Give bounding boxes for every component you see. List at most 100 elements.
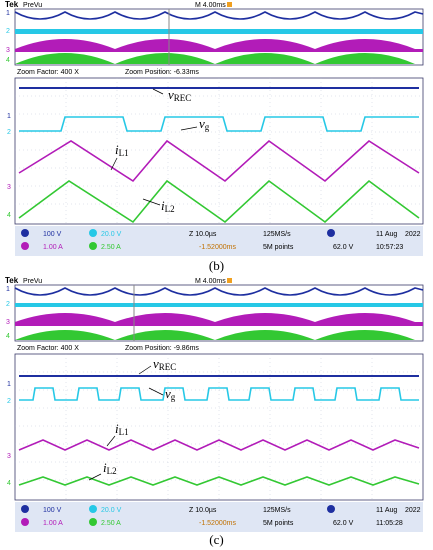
- ch4-scale: 2.50 A: [101, 244, 121, 251]
- time-label: 11:05:28: [376, 520, 403, 527]
- ch3-badge: [21, 518, 29, 526]
- zoom-ch3-marker: 3: [7, 453, 11, 460]
- il1-annotation: iL1: [115, 142, 129, 158]
- trigger-source-badge: [327, 229, 335, 237]
- ch2-badge: [89, 505, 97, 513]
- overview-il1-envelope: [15, 313, 423, 326]
- trigger-level: 62.0 V: [333, 520, 354, 527]
- ch1-scale: 100 V: [43, 231, 62, 238]
- brand-label: Tek: [5, 0, 19, 9]
- zoom-factor-label: Zoom Factor: 400 X: [17, 345, 79, 352]
- zoom-ch4-marker: 4: [7, 480, 11, 487]
- il1-trace: [18, 439, 420, 451]
- ch1-badge: [21, 505, 29, 513]
- time-label: 10:57:23: [376, 244, 403, 251]
- year-label: 2022: [405, 231, 421, 238]
- zoom-position-label: Zoom Position: -9.86ms: [125, 345, 199, 352]
- overview-ch3-marker: 3: [6, 319, 10, 326]
- vg-annotation: vg: [199, 116, 210, 132]
- readout-bar: [15, 502, 423, 532]
- mode-label: PreVu: [23, 2, 42, 9]
- il1-arrow: [110, 157, 118, 171]
- scope-panel-c: Tek PreVu M 4.00ms 1 2 3 4 Zoom Factor: …: [3, 276, 428, 532]
- ch3-scale: 1.00 A: [43, 244, 63, 251]
- overview-vg-band: [15, 303, 423, 307]
- zoom-position-label: Zoom Position: -6.33ms: [125, 69, 199, 76]
- trigger-delay: -1.52000ms: [199, 244, 236, 251]
- zoom-grid: [15, 78, 423, 224]
- trigger-marker: [227, 2, 232, 7]
- record-length: 5M points: [263, 244, 294, 251]
- vg-trace: [19, 387, 419, 401]
- trigger-source-badge: [327, 505, 335, 513]
- ch4-scale: 2.50 A: [101, 520, 121, 527]
- sample-rate: 125MS/s: [263, 231, 291, 238]
- vrec-annotation: vREC: [153, 356, 176, 372]
- zoom-ch1-marker: 1: [7, 381, 11, 388]
- zoom-timescale: Z 10.0µs: [189, 231, 217, 238]
- trigger-level: 62.0 V: [333, 244, 354, 251]
- vg-trace: [19, 116, 419, 132]
- il2-arrow: [142, 198, 161, 206]
- timebase-label: M 4.00ms: [195, 2, 226, 9]
- mode-label: PreVu: [23, 278, 42, 285]
- zoom-grid: [15, 354, 423, 500]
- vrec-annotation: vREC: [168, 87, 191, 103]
- caption-c: (c): [209, 532, 224, 547]
- zoom-ch3-marker: 3: [7, 184, 11, 191]
- il2-annotation: iL2: [103, 460, 117, 476]
- ch3-badge: [21, 242, 29, 250]
- ch1-scale: 100 V: [43, 507, 62, 514]
- overview-vg-band: [15, 29, 423, 34]
- ch1-badge: [21, 229, 29, 237]
- ch2-badge: [89, 229, 97, 237]
- zoom-timescale: Z 10.0µs: [189, 507, 217, 514]
- overview-il2-envelope: [15, 53, 415, 64]
- date-label: 11 Aug: [376, 507, 397, 514]
- il2-arrow: [88, 473, 102, 481]
- vg-arrow: [148, 387, 164, 396]
- vrec-arrow: [138, 365, 152, 375]
- scope-display-c: Tek PreVu M 4.00ms 1 2 3 4 Zoom Factor: …: [5, 276, 424, 532]
- vrec-arrow: [152, 88, 164, 95]
- overview-vrec-trace: [14, 287, 424, 296]
- overview-ch1-marker: 1: [6, 10, 10, 17]
- il2-trace: [18, 476, 420, 486]
- overview-ch2-marker: 2: [6, 28, 10, 35]
- zoom-factor-label: Zoom Factor: 400 X: [17, 69, 79, 76]
- readout-bar: [15, 226, 423, 256]
- zoom-ch4-marker: 4: [7, 212, 11, 219]
- trigger-delay: -1.52000ms: [199, 520, 236, 527]
- overview-ch1-marker: 1: [6, 286, 10, 293]
- year-label: 2022: [405, 507, 421, 514]
- zoom-ch2-marker: 2: [7, 398, 11, 405]
- trigger-marker: [227, 278, 232, 283]
- brand-label: Tek: [5, 276, 19, 285]
- il1-trace: [18, 139, 420, 183]
- overview-ch2-marker: 2: [6, 301, 10, 308]
- ch4-badge: [89, 518, 97, 526]
- il2-annotation: iL2: [161, 198, 175, 214]
- scope-display-b: Tek PreVu M 4.00ms 1 2 3 4 Zoom Factor: …: [3, 0, 428, 256]
- il1-arrow: [106, 435, 116, 447]
- sample-rate: 125MS/s: [263, 507, 291, 514]
- il2-trace: [18, 179, 420, 224]
- overview-ch4-marker: 4: [6, 333, 10, 340]
- il1-annotation: iL1: [115, 421, 129, 437]
- vg-arrow: [180, 126, 198, 131]
- overview-ch3-marker: 3: [6, 47, 10, 54]
- caption-b: (b): [208, 258, 225, 273]
- zoom-ch1-marker: 1: [7, 113, 11, 120]
- overview-ch4-marker: 4: [6, 57, 10, 64]
- ch2-scale: 20.0 V: [101, 231, 122, 238]
- timebase-label: M 4.00ms: [195, 278, 226, 285]
- overview-il1-envelope: [15, 39, 423, 52]
- vg-annotation: vg: [165, 386, 176, 402]
- overview-vrec-trace: [14, 11, 424, 20]
- ch2-scale: 20.0 V: [101, 507, 122, 514]
- date-label: 11 Aug: [376, 231, 397, 238]
- ch4-badge: [89, 242, 97, 250]
- ch3-scale: 1.00 A: [43, 520, 63, 527]
- record-length: 5M points: [263, 520, 294, 527]
- scope-panel-b: Tek PreVu M 4.00ms 1 2 3 4 Zoom Factor: …: [3, 0, 428, 258]
